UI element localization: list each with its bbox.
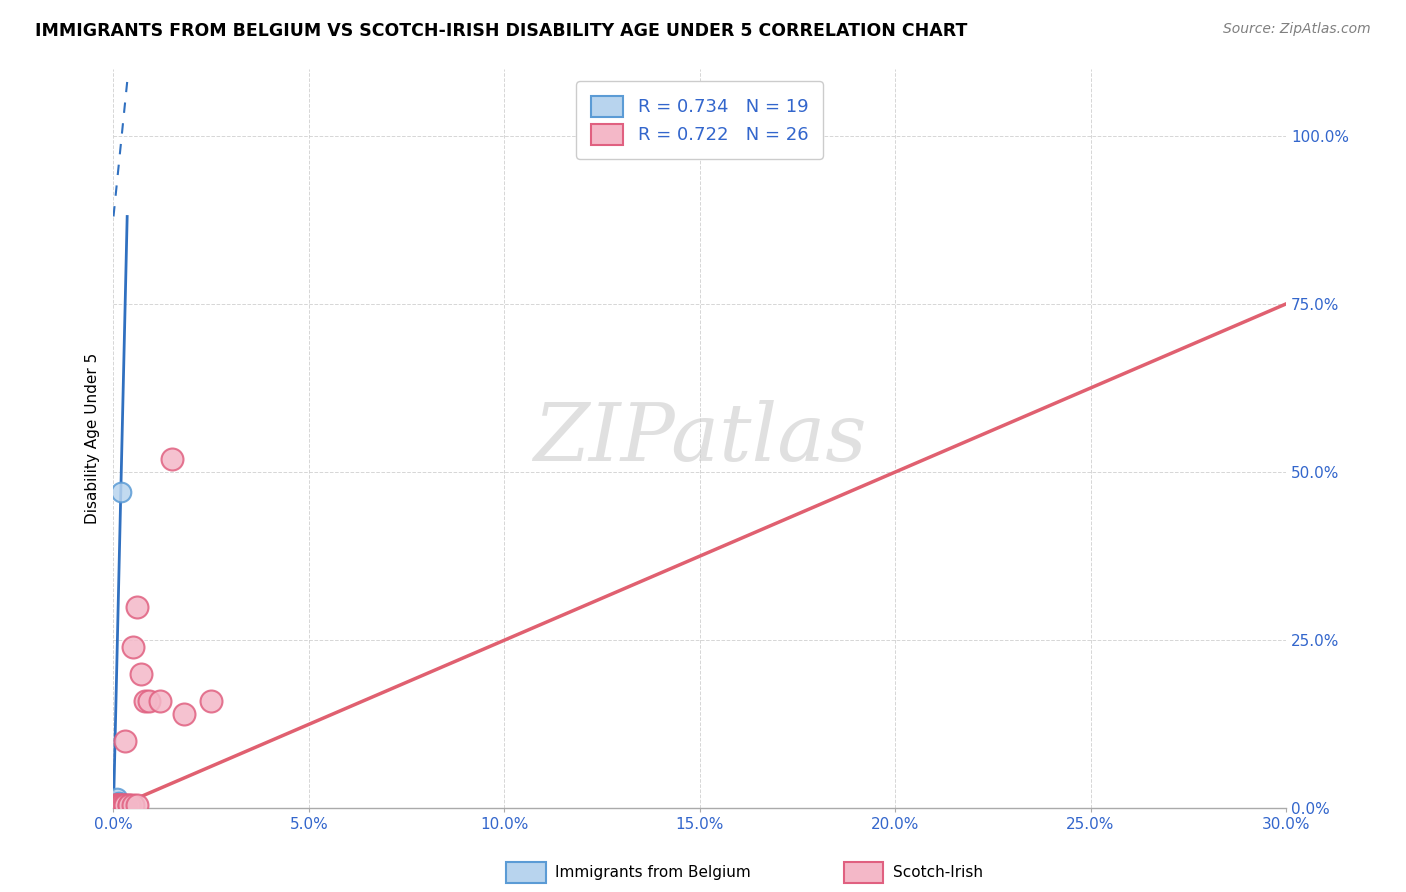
Point — [766, 128, 789, 143]
Point — [105, 797, 128, 812]
Point — [125, 797, 148, 812]
Point — [118, 797, 141, 812]
Point — [110, 797, 132, 812]
Point — [122, 640, 145, 654]
Point — [105, 797, 128, 812]
Legend: R = 0.734   N = 19, R = 0.722   N = 26: R = 0.734 N = 19, R = 0.722 N = 26 — [576, 81, 823, 159]
Point — [110, 797, 132, 812]
Point — [104, 797, 127, 812]
Text: IMMIGRANTS FROM BELGIUM VS SCOTCH-IRISH DISABILITY AGE UNDER 5 CORRELATION CHART: IMMIGRANTS FROM BELGIUM VS SCOTCH-IRISH … — [35, 22, 967, 40]
Y-axis label: Disability Age Under 5: Disability Age Under 5 — [86, 353, 100, 524]
Point — [107, 795, 129, 809]
Point — [107, 797, 129, 812]
Point — [114, 734, 136, 748]
Point — [105, 797, 128, 812]
Point — [107, 797, 129, 812]
Point — [108, 795, 131, 809]
Point — [108, 797, 131, 812]
Point — [138, 694, 160, 708]
Point — [200, 694, 222, 708]
Point — [107, 791, 129, 805]
Point — [105, 797, 128, 812]
Point — [160, 451, 183, 466]
Point — [112, 797, 135, 812]
Point — [110, 797, 132, 812]
Point — [105, 795, 128, 809]
Point — [107, 797, 129, 812]
Point — [107, 797, 129, 812]
Point — [110, 797, 132, 812]
Point — [108, 797, 131, 812]
Point — [110, 797, 132, 812]
Point — [125, 599, 148, 614]
Point — [108, 797, 131, 812]
Point — [134, 694, 156, 708]
Point — [108, 797, 131, 812]
Point — [129, 666, 152, 681]
Text: Immigrants from Belgium: Immigrants from Belgium — [555, 865, 751, 880]
Point — [114, 797, 136, 812]
Point — [107, 797, 129, 812]
Point — [118, 797, 141, 812]
Point — [114, 797, 136, 812]
Text: Source: ZipAtlas.com: Source: ZipAtlas.com — [1223, 22, 1371, 37]
Point — [122, 797, 145, 812]
Point — [108, 797, 131, 812]
Point — [149, 694, 172, 708]
Text: Scotch-Irish: Scotch-Irish — [893, 865, 983, 880]
Text: ZIPatlas: ZIPatlas — [533, 400, 866, 477]
Point — [107, 797, 129, 812]
Point — [107, 797, 129, 812]
Point — [173, 707, 195, 722]
Point — [110, 485, 132, 500]
